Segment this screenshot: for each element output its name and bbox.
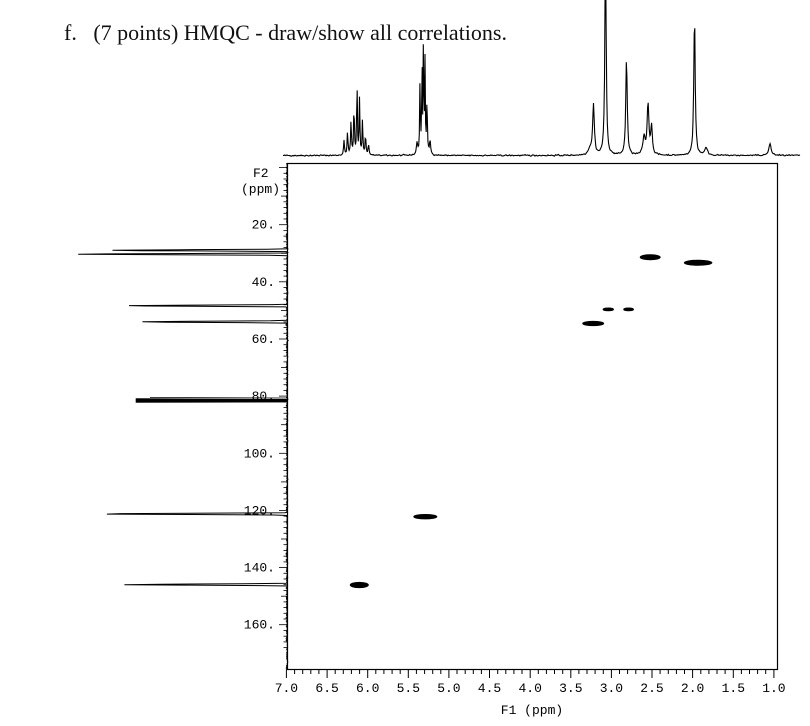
svg-text:5.5: 5.5 (397, 681, 420, 696)
svg-text:(ppm): (ppm) (241, 182, 280, 197)
svg-text:100.: 100. (244, 446, 275, 461)
svg-text:6.0: 6.0 (356, 681, 379, 696)
svg-text:140.: 140. (244, 561, 275, 576)
svg-text:3.5: 3.5 (559, 681, 582, 696)
svg-text:F1 (ppm): F1 (ppm) (501, 703, 563, 718)
svg-text:1.0: 1.0 (762, 681, 785, 696)
svg-text:5.0: 5.0 (437, 681, 460, 696)
svg-text:60.: 60. (252, 332, 275, 347)
svg-text:160.: 160. (244, 618, 275, 633)
svg-text:20.: 20. (252, 218, 275, 233)
svg-text:7.0: 7.0 (275, 681, 298, 696)
svg-text:40.: 40. (252, 275, 275, 290)
svg-text:F2: F2 (253, 166, 269, 181)
svg-text:4.5: 4.5 (478, 681, 501, 696)
svg-text:6.5: 6.5 (315, 681, 338, 696)
svg-text:3.0: 3.0 (600, 681, 623, 696)
svg-text:2.0: 2.0 (681, 681, 704, 696)
svg-text:120.: 120. (244, 503, 275, 518)
svg-text:1.5: 1.5 (722, 681, 745, 696)
svg-text:4.0: 4.0 (518, 681, 541, 696)
svg-text:2.5: 2.5 (640, 681, 663, 696)
